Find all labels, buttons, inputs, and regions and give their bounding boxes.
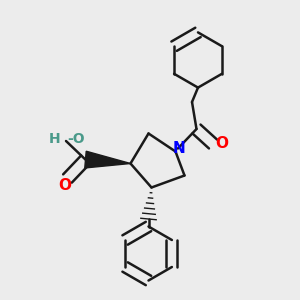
- Text: -O: -O: [67, 132, 85, 146]
- Text: O: O: [58, 178, 71, 193]
- Polygon shape: [85, 151, 130, 168]
- Text: H: H: [49, 132, 61, 146]
- Text: O: O: [215, 136, 229, 152]
- Text: N: N: [173, 141, 185, 156]
